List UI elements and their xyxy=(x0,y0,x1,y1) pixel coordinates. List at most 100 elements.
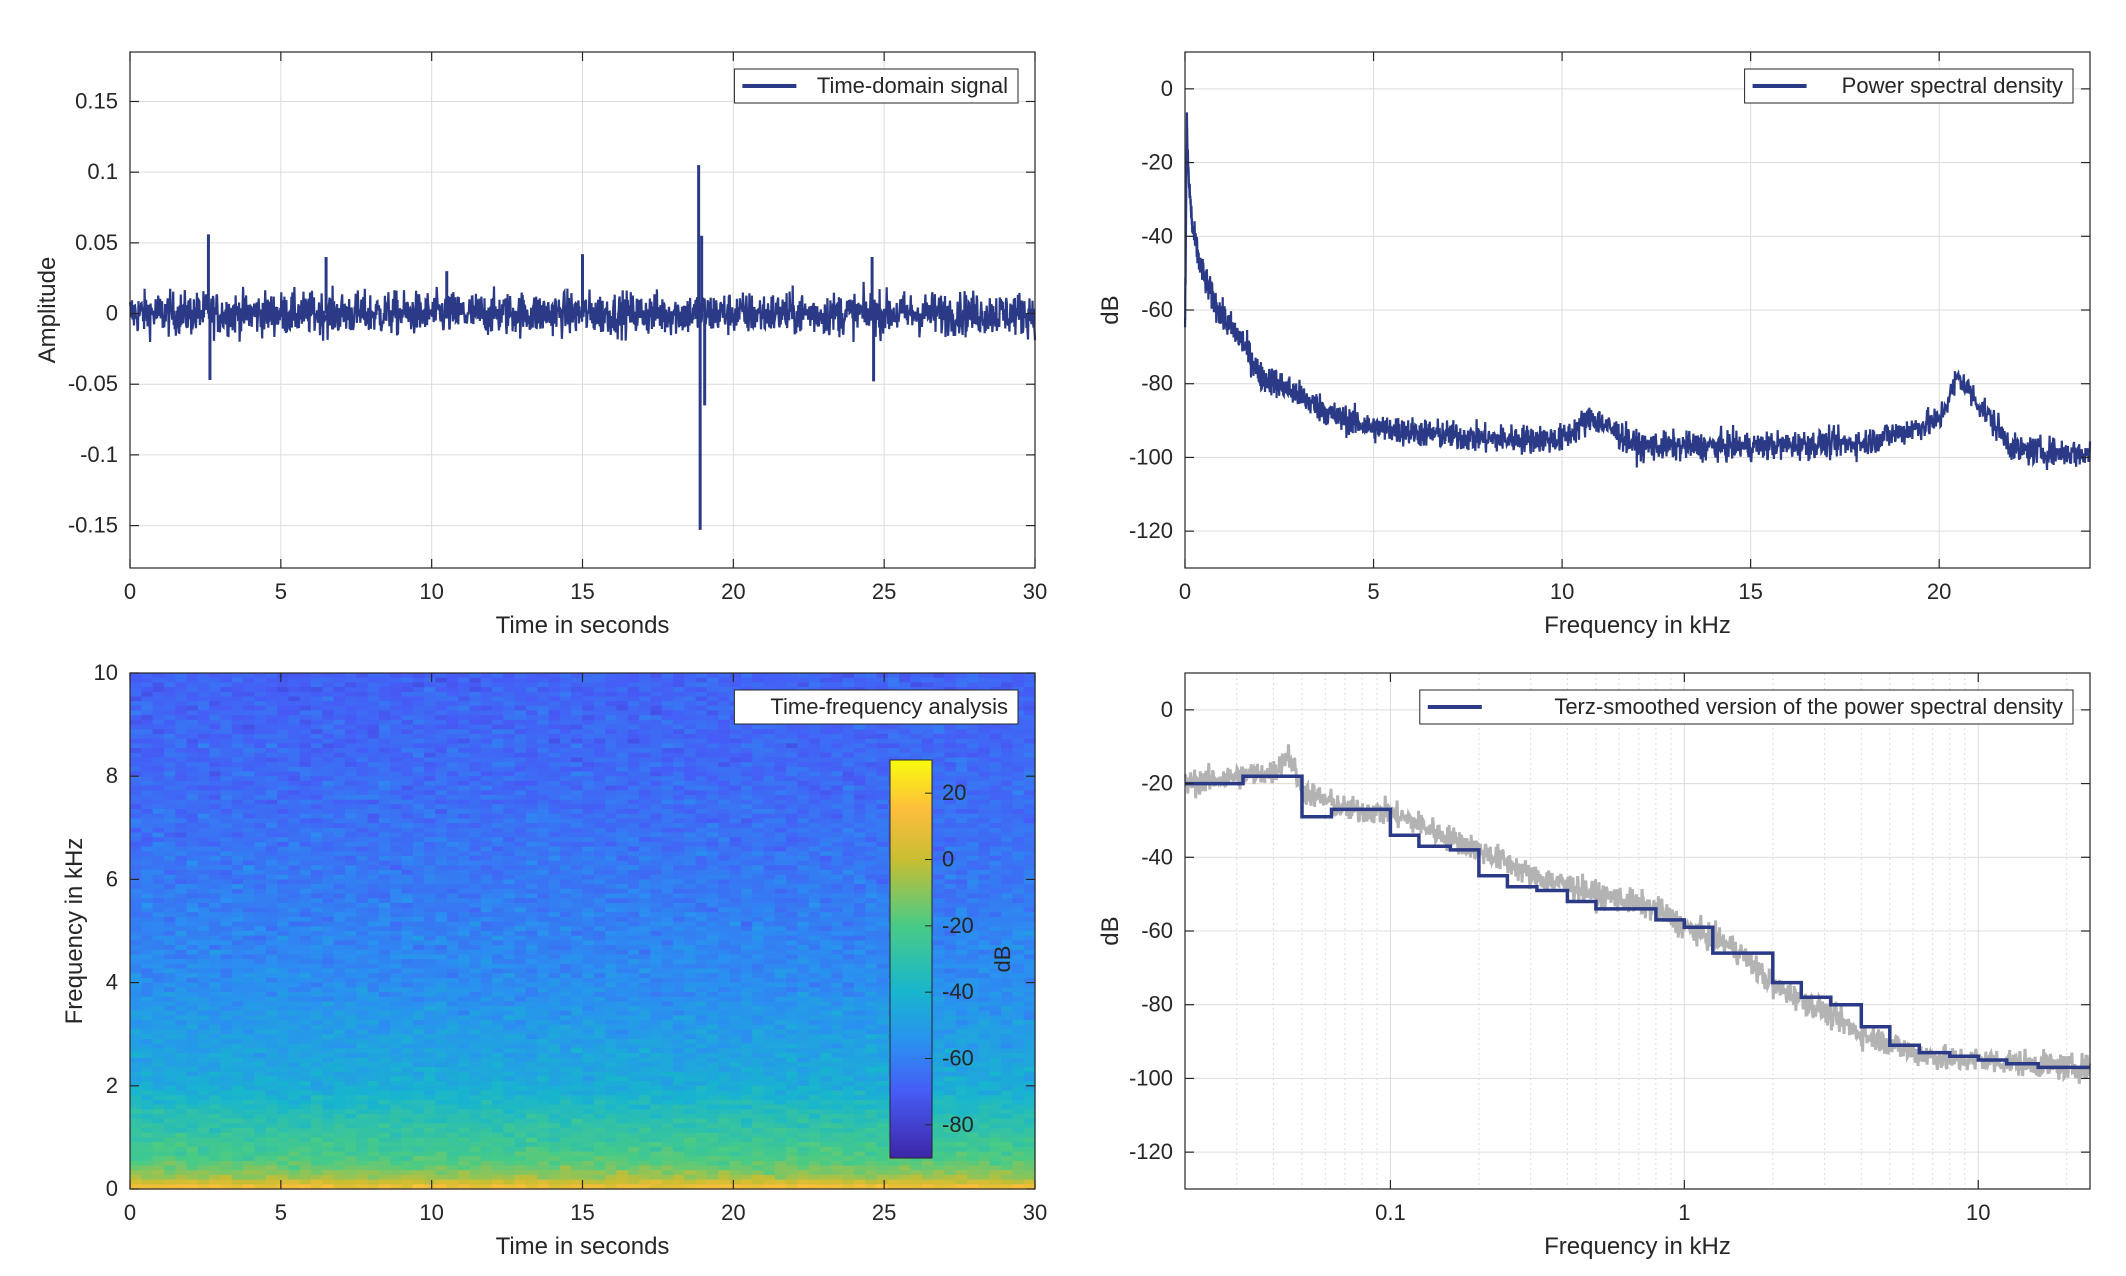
heatmap-cell xyxy=(605,813,617,819)
heatmap-cell xyxy=(650,884,663,890)
heatmap-cell xyxy=(1001,762,1013,768)
heatmap-cell xyxy=(537,790,550,796)
heatmap-cell xyxy=(797,855,810,862)
heatmap-cell xyxy=(277,832,289,838)
heatmap-cell xyxy=(469,785,482,791)
heatmap-cell xyxy=(209,907,222,913)
heatmap-cell xyxy=(480,888,493,895)
heatmap-cell xyxy=(209,898,222,904)
heatmap-cell xyxy=(412,837,425,843)
heatmap-cell xyxy=(243,790,255,796)
heatmap-cell xyxy=(627,752,640,758)
heatmap-cell xyxy=(661,818,674,824)
heatmap-cell xyxy=(311,860,323,866)
heatmap-cell xyxy=(706,851,719,857)
heatmap-cell xyxy=(571,766,584,773)
heatmap-cell xyxy=(401,935,414,941)
heatmap-cell xyxy=(582,902,595,909)
series-group xyxy=(128,165,1037,530)
heatmap-cell xyxy=(492,855,504,862)
heatmap-cell xyxy=(514,785,527,791)
heatmap-cell xyxy=(356,785,369,791)
heatmap-cell xyxy=(774,926,787,932)
heatmap-cell xyxy=(582,846,595,852)
heatmap-cell xyxy=(650,837,663,843)
heatmap-cell xyxy=(955,757,968,763)
heatmap-cell xyxy=(684,687,697,693)
heatmap-cell xyxy=(1001,912,1013,918)
heatmap-cell xyxy=(446,823,459,829)
heatmap-cell xyxy=(163,734,176,740)
heatmap-cell xyxy=(231,902,244,909)
heatmap-cell xyxy=(209,677,222,683)
heatmap-cell xyxy=(933,837,946,843)
heatmap-cell xyxy=(1001,846,1013,852)
heatmap-cell xyxy=(673,893,685,899)
heatmap-cell xyxy=(163,785,176,791)
heatmap-cell xyxy=(197,804,210,810)
heatmap-cell xyxy=(344,935,357,941)
heatmap-cell xyxy=(469,879,482,885)
heatmap-cell xyxy=(141,860,154,866)
heatmap-cell xyxy=(831,921,844,927)
heatmap-cell xyxy=(480,851,493,857)
heatmap-cell xyxy=(130,827,142,834)
heatmap-cell xyxy=(673,677,685,683)
heatmap-cell xyxy=(503,766,516,773)
heatmap-cell xyxy=(955,785,968,791)
heatmap-cell xyxy=(480,874,493,880)
heatmap-cell xyxy=(356,949,369,956)
heatmap-cell xyxy=(967,780,979,787)
heatmap-cell xyxy=(299,752,312,758)
heatmap-cell xyxy=(231,954,244,960)
heatmap-cell xyxy=(684,818,697,824)
heatmap-cell xyxy=(548,710,561,716)
heatmap-cell xyxy=(1023,898,1036,904)
heatmap-cell xyxy=(503,860,516,866)
heatmap-cell xyxy=(582,888,595,895)
heatmap-cell xyxy=(265,724,278,730)
heatmap-cell xyxy=(593,809,606,815)
heatmap-cell xyxy=(774,898,787,904)
heatmap-cell xyxy=(593,818,606,824)
heatmap-cell xyxy=(729,776,742,782)
heatmap-cell xyxy=(842,804,855,810)
heatmap-cell xyxy=(514,855,527,862)
heatmap-cell xyxy=(435,743,448,749)
heatmap-cell xyxy=(163,682,176,688)
heatmap-cell xyxy=(390,799,403,805)
heatmap-cell xyxy=(571,682,584,688)
heatmap-cell xyxy=(311,846,323,852)
heatmap-cell xyxy=(876,818,889,824)
heatmap-cell xyxy=(254,809,267,815)
heatmap-cell xyxy=(299,837,312,843)
heatmap-cell xyxy=(390,865,403,871)
heatmap-cell xyxy=(955,870,968,876)
heatmap-cell xyxy=(865,748,878,754)
heatmap-cell xyxy=(786,888,798,895)
heatmap-cell xyxy=(831,912,844,918)
heatmap-cell xyxy=(130,870,142,876)
x-tick-label: 10 xyxy=(419,579,443,604)
heatmap-cell xyxy=(831,931,844,937)
heatmap-cell xyxy=(220,762,233,768)
heatmap-cell xyxy=(525,795,538,801)
heatmap-cell xyxy=(435,837,448,843)
heatmap-cell xyxy=(616,940,629,946)
heatmap-cell xyxy=(695,945,708,951)
heatmap-cell xyxy=(559,823,572,829)
heatmap-cell xyxy=(695,719,708,726)
heatmap-cell xyxy=(322,893,335,899)
heatmap-cell xyxy=(288,682,301,688)
heatmap-cell xyxy=(344,776,357,782)
heatmap-cell xyxy=(695,935,708,941)
heatmap-cell xyxy=(627,705,640,712)
heatmap-cell xyxy=(390,724,403,730)
heatmap-cell xyxy=(967,860,979,866)
heatmap-cell xyxy=(1023,780,1036,787)
heatmap-cell xyxy=(706,888,719,895)
heatmap-cell xyxy=(503,912,516,918)
heatmap-cell xyxy=(514,771,527,777)
heatmap-cell xyxy=(265,818,278,824)
heatmap-cell xyxy=(582,799,595,805)
